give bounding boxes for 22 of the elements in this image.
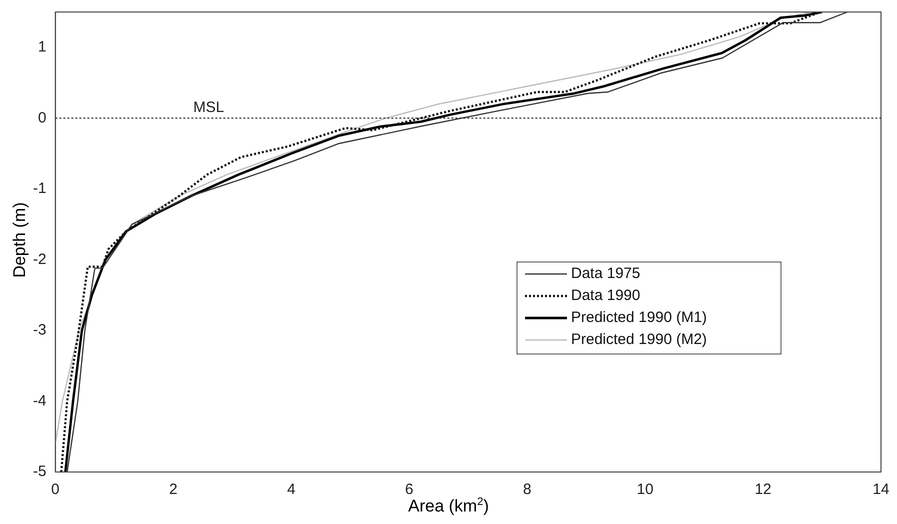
x-tick-label: 14 [872, 481, 890, 498]
y-axis-title: Depth (m) [10, 201, 30, 280]
x-tick-label: 8 [522, 481, 532, 498]
y-tick-label: -5 [32, 463, 46, 480]
y-tick-label: -2 [32, 250, 46, 268]
y-tick-label: -4 [32, 392, 46, 410]
x-tick-label: 10 [636, 481, 654, 498]
x-tick-label: 12 [754, 481, 772, 498]
y-tick-label: 1 [38, 38, 46, 56]
y-tick-label: 0 [38, 109, 46, 126]
ref-line-label: MSL [193, 99, 224, 116]
y-tick-label: -1 [32, 180, 46, 198]
x-tick-label: 0 [51, 481, 60, 498]
legend-label: Predicted 1990 (M2) [571, 331, 707, 348]
y-tick-label: -3 [32, 322, 46, 339]
x-tick-label: 6 [405, 481, 414, 498]
legend-label: Data 1990 [571, 287, 640, 304]
legend-label: Predicted 1990 (M1) [571, 309, 707, 326]
x-tick-label: 4 [287, 481, 296, 498]
legend-label: Data 1975 [571, 265, 640, 282]
x-tick-label: 2 [169, 481, 178, 498]
x-axis-title: Area (km$^{2}$) [408, 496, 489, 516]
